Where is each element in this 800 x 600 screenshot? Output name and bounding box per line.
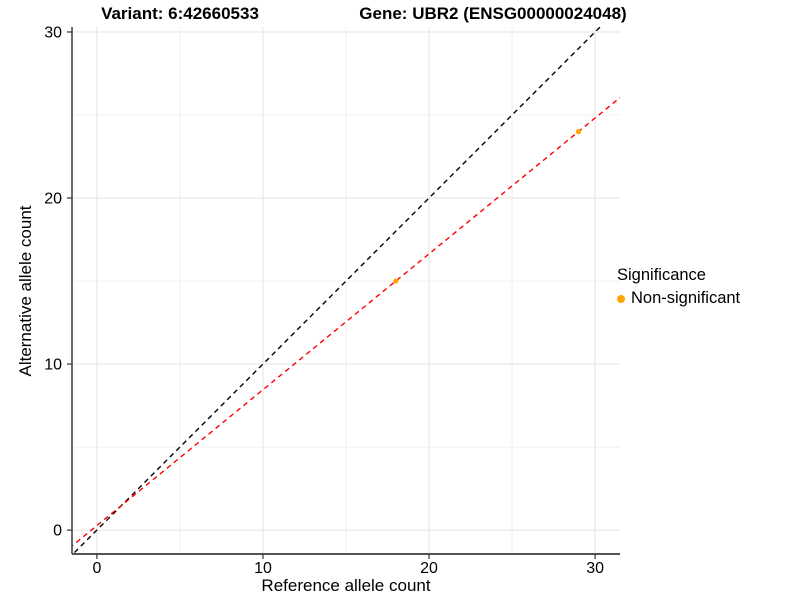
data-point [393, 278, 399, 284]
legend: Significance Non-significant [617, 266, 740, 308]
legend-title: Significance [617, 266, 706, 284]
fit-line [72, 96, 620, 547]
y-tick-label: 0 [53, 523, 62, 540]
x-tick-label: 30 [586, 560, 604, 577]
x-tick-label: 10 [254, 560, 272, 577]
y-tick-label: 10 [44, 357, 62, 374]
x-axis-label: Reference allele count [261, 576, 431, 595]
gridlines [72, 27, 620, 554]
data-point [575, 129, 582, 135]
point-marker-icon [617, 294, 625, 303]
variant-title: Variant: 6:42660533 [101, 4, 259, 23]
legend-item-non-significant: Non-significant [617, 289, 740, 308]
legend-item-label: Non-significant [631, 289, 741, 307]
axis-lines [71, 27, 620, 555]
gene-title: Gene: UBR2 (ENSG00000024048) [359, 4, 627, 23]
identity-line [72, 27, 602, 554]
x-tick-label: 20 [420, 560, 438, 577]
y-axis-label: Alternative allele count [16, 205, 35, 377]
y-tick-label: 20 [44, 191, 62, 208]
reference-lines [72, 27, 620, 554]
x-tick-label: 0 [92, 560, 101, 577]
data-points [393, 129, 582, 284]
y-tick-label: 30 [44, 24, 62, 41]
tick-marks: 0 10 20 30 0 10 20 30 [44, 24, 604, 577]
